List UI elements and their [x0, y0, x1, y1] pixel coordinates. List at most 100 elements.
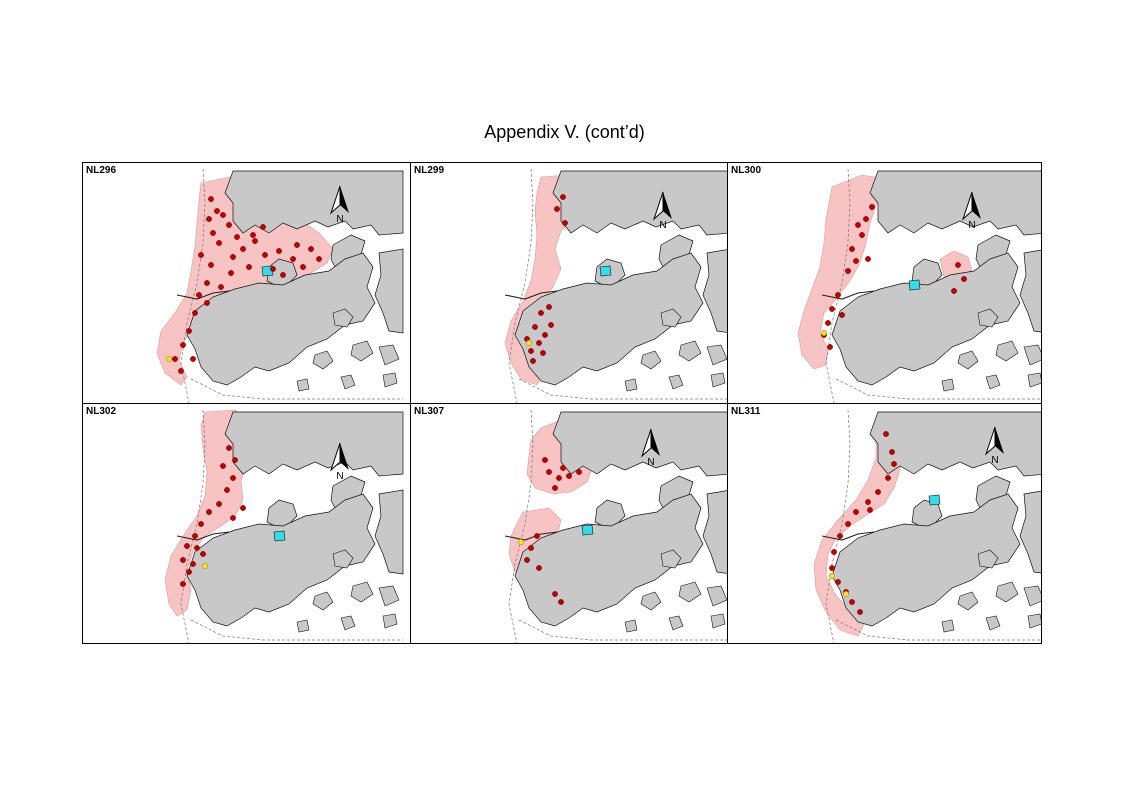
panel-label: NL311	[731, 406, 761, 417]
sighting-point	[845, 521, 851, 527]
north-arrow-icon: N	[328, 442, 352, 486]
island	[332, 308, 354, 328]
sighting-point	[542, 332, 548, 338]
sighting-point	[855, 222, 861, 228]
sighting-point	[857, 609, 863, 615]
island	[995, 340, 1019, 362]
boundary-line	[518, 378, 727, 400]
land-mass	[869, 170, 1041, 236]
sighting-point	[260, 224, 266, 230]
island	[340, 374, 356, 390]
land-mass	[869, 411, 1041, 477]
sighting-point	[560, 465, 566, 471]
page-title: Appendix V. (cont’d)	[484, 122, 645, 142]
sighting-point	[883, 431, 889, 437]
sighting-point	[829, 565, 835, 571]
sighting-point	[825, 320, 831, 326]
sighting-point	[869, 204, 875, 210]
sighting-point	[875, 489, 881, 495]
sighting-point	[280, 272, 286, 278]
sighting-point-alt	[526, 340, 532, 346]
sighting-point	[180, 342, 186, 348]
panel-label: NL307	[414, 406, 445, 417]
north-label: N	[647, 457, 655, 468]
panel-label: NL299	[414, 165, 445, 176]
island	[640, 591, 662, 611]
boundary-line	[180, 409, 206, 643]
map-canvas	[813, 409, 1041, 643]
sighting-point	[186, 569, 192, 575]
island	[977, 549, 999, 569]
sighting-point	[835, 292, 841, 298]
map-canvas	[156, 168, 404, 403]
map-layer	[813, 409, 1041, 643]
sighting-point	[290, 256, 296, 262]
sighting-point	[556, 475, 562, 481]
north-label: N	[659, 220, 667, 231]
sighting-point	[210, 230, 216, 236]
land-mass	[831, 252, 1021, 386]
north-arrow-icon: N	[639, 428, 663, 472]
sighting-point	[226, 445, 232, 451]
sighting-point	[827, 344, 833, 350]
sighting-point	[853, 509, 859, 515]
sighting-point-alt	[821, 330, 827, 336]
boundary-line	[825, 168, 851, 403]
sighting-point	[528, 545, 534, 551]
island	[1027, 372, 1041, 388]
north-arrow-icon: N	[983, 426, 1007, 470]
map-layer	[156, 168, 404, 403]
sighting-point	[566, 473, 572, 479]
sighting-point	[240, 246, 246, 252]
boundary-line	[190, 619, 403, 641]
map-panel-nl302: NL302 N	[83, 404, 411, 643]
sighting-point	[214, 208, 220, 214]
sighting-point	[849, 246, 855, 252]
island	[350, 581, 374, 603]
sighting-point	[538, 310, 544, 316]
sighting-point	[216, 240, 222, 246]
sighting-point	[542, 457, 548, 463]
sighting-point-alt	[843, 591, 849, 597]
sighting-point	[300, 264, 306, 270]
sighting-point	[218, 284, 224, 290]
sighting-point	[190, 356, 196, 362]
island	[312, 350, 334, 370]
land-mass	[266, 499, 298, 529]
land-mass	[702, 249, 727, 333]
island	[706, 585, 727, 607]
island	[668, 374, 684, 390]
bridge-line	[504, 290, 558, 300]
sighting-point	[867, 507, 873, 513]
land-mass	[552, 411, 727, 477]
sighting-point	[885, 475, 891, 481]
sighting-point-alt	[202, 563, 208, 569]
sighting-point	[220, 463, 226, 469]
bridge-line	[176, 531, 230, 541]
sighting-point	[865, 499, 871, 505]
sighting-point	[308, 246, 314, 252]
map-canvas	[797, 168, 1041, 403]
boundary-line	[835, 619, 1041, 641]
map-canvas	[504, 409, 727, 643]
land-mass	[186, 252, 376, 386]
sighting-point-alt	[166, 356, 172, 362]
land-mass	[374, 248, 404, 334]
land-mass	[1019, 490, 1041, 574]
sighting-point	[190, 561, 196, 567]
sighting-point	[216, 501, 222, 507]
island	[1023, 344, 1041, 366]
sighting-point	[546, 469, 552, 475]
sighting-point	[562, 220, 568, 226]
sighting-point	[552, 485, 558, 491]
land-mass	[514, 252, 704, 386]
island	[660, 549, 682, 569]
sighting-point	[548, 322, 554, 328]
island	[710, 613, 726, 629]
sighting-point	[524, 557, 530, 563]
island	[382, 613, 398, 629]
map-canvas	[164, 409, 404, 643]
sighting-point	[835, 579, 841, 585]
island	[350, 340, 374, 362]
sighting-point	[180, 557, 186, 563]
